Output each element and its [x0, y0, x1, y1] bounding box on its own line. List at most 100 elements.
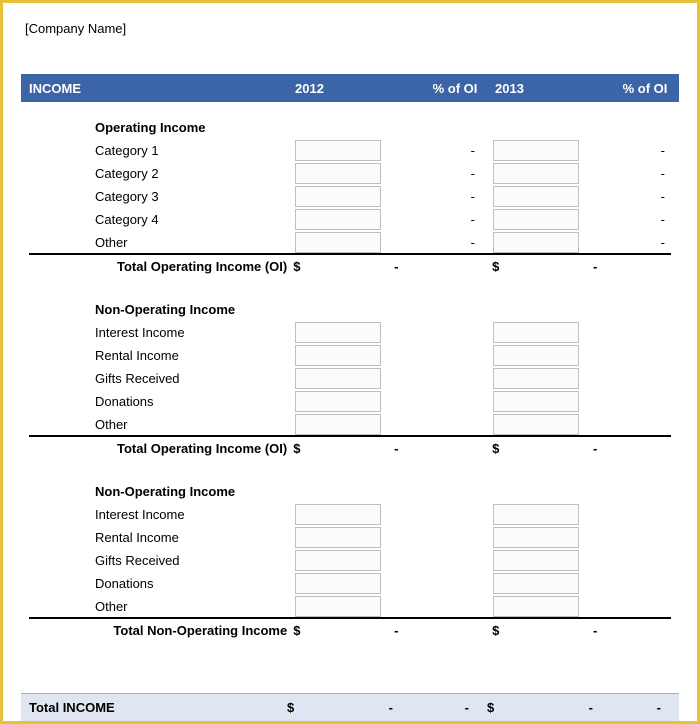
section-total-2012: -	[309, 623, 412, 638]
table-row: Other	[29, 595, 671, 618]
header-2012: 2012	[295, 81, 415, 96]
row-pct1: -	[414, 166, 493, 181]
input-2012[interactable]	[295, 232, 381, 253]
table-row: Interest Income	[29, 321, 671, 344]
input-2012[interactable]	[295, 596, 381, 617]
row-label: Gifts Received	[95, 553, 295, 568]
grand-total-pct2: -	[607, 700, 667, 715]
row-label: Category 2	[95, 166, 295, 181]
grand-total-pct1: -	[407, 700, 487, 715]
input-2012[interactable]	[295, 550, 381, 571]
row-pct2: -	[612, 235, 671, 250]
input-2013[interactable]	[493, 345, 579, 366]
table-row: Donations	[29, 572, 671, 595]
dollar-sym: $	[293, 259, 309, 274]
input-2012[interactable]	[295, 504, 381, 525]
table-row: Donations	[29, 390, 671, 413]
row-label: Category 3	[95, 189, 295, 204]
row-label: Rental Income	[95, 348, 295, 363]
section-total-2013: -	[508, 441, 611, 456]
section-title: Non-Operating Income	[95, 302, 671, 317]
row-pct2: -	[612, 212, 671, 227]
row-label: Donations	[95, 576, 295, 591]
row-pct1: -	[414, 212, 493, 227]
section-total-row: Total Non-Operating Income$-$-	[29, 618, 671, 642]
input-2012[interactable]	[295, 209, 381, 230]
input-2012[interactable]	[295, 163, 381, 184]
table-header: INCOME 2012 % of OI 2013 % of OI	[21, 74, 679, 102]
row-label: Category 4	[95, 212, 295, 227]
input-2013[interactable]	[493, 232, 579, 253]
section-total-2013: -	[508, 623, 611, 638]
dollar-sym: $	[492, 441, 508, 456]
input-2013[interactable]	[493, 527, 579, 548]
section-title: Operating Income	[95, 120, 671, 135]
section-total-label: Total Non-Operating Income	[29, 623, 293, 638]
input-2012[interactable]	[295, 186, 381, 207]
input-2013[interactable]	[493, 573, 579, 594]
grand-total-sym1: $	[287, 700, 303, 715]
input-2013[interactable]	[493, 140, 579, 161]
row-pct2: -	[612, 143, 671, 158]
section-total-2013: -	[508, 259, 611, 274]
row-pct2: -	[612, 189, 671, 204]
input-2013[interactable]	[493, 322, 579, 343]
row-pct2: -	[612, 166, 671, 181]
input-2013[interactable]	[493, 368, 579, 389]
input-2013[interactable]	[493, 186, 579, 207]
header-pct1: % of OI	[415, 81, 495, 96]
row-label: Category 1	[95, 143, 295, 158]
grand-total-row: Total INCOME $ - - $ - -	[21, 693, 679, 721]
input-2013[interactable]	[493, 391, 579, 412]
grand-total-label: Total INCOME	[29, 700, 287, 715]
row-label: Other	[95, 417, 295, 432]
grand-total-sym2: $	[487, 700, 503, 715]
input-2013[interactable]	[493, 596, 579, 617]
company-name: [Company Name]	[25, 21, 679, 36]
section-total-label: Total Operating Income (OI)	[29, 441, 293, 456]
dollar-sym: $	[293, 623, 309, 638]
table-row: Rental Income	[29, 344, 671, 367]
header-2013: 2013	[495, 81, 615, 96]
input-2013[interactable]	[493, 209, 579, 230]
table-row: Other	[29, 413, 671, 436]
row-label: Donations	[95, 394, 295, 409]
input-2012[interactable]	[295, 414, 381, 435]
table-body: Operating IncomeCategory 1--Category 2--…	[21, 102, 679, 656]
header-pct2: % of OI	[615, 81, 675, 96]
grand-total-2013: -	[503, 700, 607, 715]
input-2012[interactable]	[295, 391, 381, 412]
table-row: Category 3 - -	[29, 185, 671, 208]
row-label: Other	[95, 235, 295, 250]
row-label: Interest Income	[95, 325, 295, 340]
input-2012[interactable]	[295, 345, 381, 366]
table-row: Category 1--	[29, 139, 671, 162]
input-2012[interactable]	[295, 322, 381, 343]
input-2013[interactable]	[493, 414, 579, 435]
table-row: Gifts Received	[29, 549, 671, 572]
section-total-2012: -	[309, 259, 412, 274]
row-label: Other	[95, 599, 295, 614]
section-total-2012: -	[309, 441, 412, 456]
table-row: Gifts Received	[29, 367, 671, 390]
input-2013[interactable]	[493, 550, 579, 571]
input-2012[interactable]	[295, 573, 381, 594]
header-income: INCOME	[29, 81, 295, 96]
section-total-label: Total Operating Income (OI)	[29, 259, 293, 274]
row-pct1: -	[414, 189, 493, 204]
row-label: Gifts Received	[95, 371, 295, 386]
section-total-row: Total Operating Income (OI)$-$-	[29, 254, 671, 278]
row-label: Rental Income	[95, 530, 295, 545]
document-frame: [Company Name] INCOME 2012 % of OI 2013 …	[0, 0, 700, 724]
input-2013[interactable]	[493, 163, 579, 184]
section-total-row: Total Operating Income (OI)$-$-	[29, 436, 671, 460]
input-2012[interactable]	[295, 527, 381, 548]
row-pct1: -	[414, 235, 493, 250]
input-2013[interactable]	[493, 504, 579, 525]
input-2012[interactable]	[295, 140, 381, 161]
dollar-sym: $	[492, 623, 508, 638]
row-label: Interest Income	[95, 507, 295, 522]
table-row: Rental Income	[29, 526, 671, 549]
input-2012[interactable]	[295, 368, 381, 389]
section-title: Non-Operating Income	[95, 484, 671, 499]
